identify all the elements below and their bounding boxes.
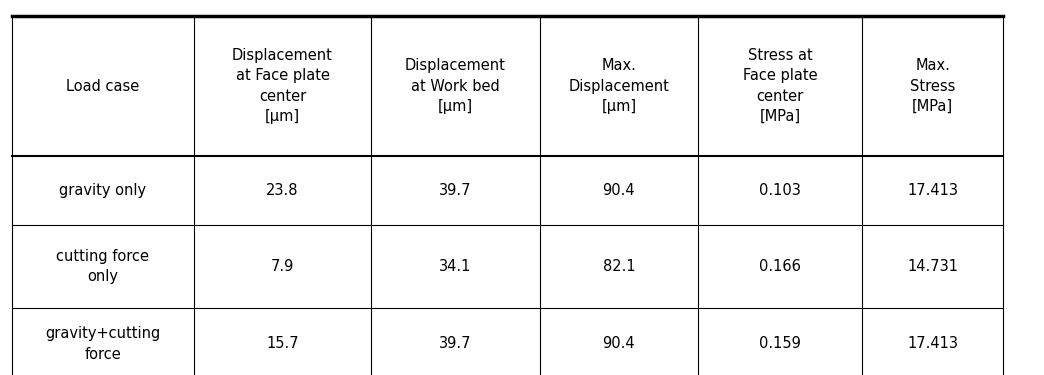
Text: Load case: Load case xyxy=(66,79,140,94)
Text: 90.4: 90.4 xyxy=(602,183,635,198)
Text: 17.413: 17.413 xyxy=(907,183,958,198)
Text: Max.
Displacement
[μm]: Max. Displacement [μm] xyxy=(568,58,669,114)
Text: Displacement
at Work bed
[μm]: Displacement at Work bed [μm] xyxy=(405,58,505,114)
Text: Displacement
at Face plate
center
[μm]: Displacement at Face plate center [μm] xyxy=(232,48,333,124)
Text: 17.413: 17.413 xyxy=(907,336,958,351)
Text: 34.1: 34.1 xyxy=(440,259,472,274)
Text: 0.103: 0.103 xyxy=(759,183,801,198)
Text: 7.9: 7.9 xyxy=(270,259,294,274)
Text: 0.166: 0.166 xyxy=(759,259,801,274)
Text: 39.7: 39.7 xyxy=(440,183,472,198)
Text: 39.7: 39.7 xyxy=(440,336,472,351)
Text: cutting force
only: cutting force only xyxy=(56,249,149,284)
Text: 82.1: 82.1 xyxy=(602,259,635,274)
Text: 23.8: 23.8 xyxy=(266,183,299,198)
Text: 15.7: 15.7 xyxy=(266,336,299,351)
Text: Max.
Stress
[MPa]: Max. Stress [MPa] xyxy=(910,58,955,114)
Text: gravity+cutting
force: gravity+cutting force xyxy=(45,326,161,362)
Text: 0.159: 0.159 xyxy=(759,336,801,351)
Text: gravity only: gravity only xyxy=(60,183,146,198)
Text: Stress at
Face plate
center
[MPa]: Stress at Face plate center [MPa] xyxy=(743,48,817,124)
Text: 14.731: 14.731 xyxy=(907,259,958,274)
Text: 90.4: 90.4 xyxy=(602,336,635,351)
